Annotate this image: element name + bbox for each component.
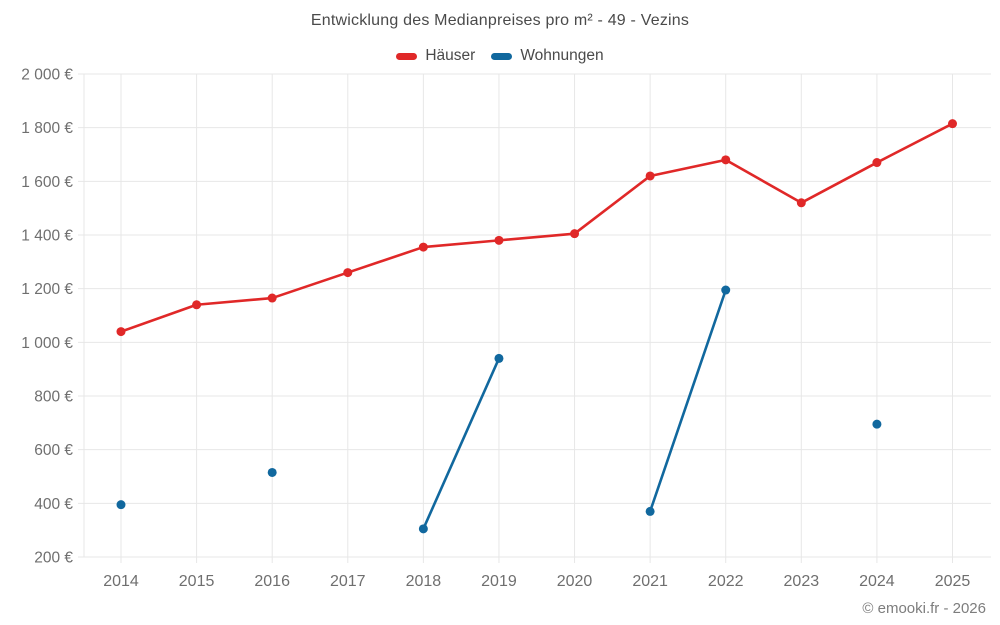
data-point-0-2018[interactable] [418, 242, 428, 252]
x-axis-tick-label: 2023 [784, 573, 820, 590]
data-point-1-2018[interactable] [418, 524, 428, 534]
data-point-0-2016[interactable] [267, 293, 277, 303]
data-point-0-2017[interactable] [343, 268, 353, 278]
x-axis-tick-label: 2020 [557, 573, 593, 590]
chart-title: Entwicklung des Medianpreises pro m² - 4… [310, 12, 690, 29]
data-point-1-2022[interactable] [721, 285, 731, 295]
y-axis-tick-label: 2 000 € [21, 67, 73, 84]
y-axis-tick-label: 200 € [34, 550, 73, 567]
data-point-0-2019[interactable] [494, 235, 504, 245]
x-axis-tick-label: 2019 [481, 573, 517, 590]
y-axis-tick-label: 1 600 € [21, 174, 73, 191]
data-point-0-2025[interactable] [948, 119, 957, 129]
data-point-0-2024[interactable] [872, 158, 882, 168]
data-point-1-2016[interactable] [267, 467, 277, 477]
data-point-1-2019[interactable] [494, 353, 504, 363]
chart-legend: Häuser Wohnungen [0, 46, 1000, 66]
haeuser-legend-swatch-icon [396, 52, 418, 60]
x-axis-tick-label: 2021 [632, 573, 668, 590]
legend-label-wohnungen: Wohnungen [520, 47, 604, 64]
data-point-0-2014[interactable] [116, 327, 126, 337]
y-axis-tick-label: 1 200 € [21, 281, 73, 298]
data-point-0-2023[interactable] [796, 198, 806, 208]
data-point-0-2022[interactable] [721, 155, 731, 165]
data-point-1-2021[interactable] [645, 506, 655, 516]
y-axis-tick-label: 1 400 € [21, 228, 73, 245]
x-axis-tick-label: 2016 [254, 573, 290, 590]
y-axis-tick-label: 1 800 € [21, 120, 73, 137]
copyright-credit: © emooki.fr - 2026 [862, 600, 986, 617]
x-axis-tick-label: 2025 [935, 573, 971, 590]
y-axis-tick-label: 1 000 € [21, 335, 73, 352]
data-point-0-2021[interactable] [645, 171, 655, 181]
x-axis-tick-label: 2015 [179, 573, 215, 590]
legend-item-haeuser[interactable]: Häuser [396, 47, 475, 65]
data-point-1-2024[interactable] [872, 419, 882, 429]
y-axis-tick-label: 600 € [34, 442, 73, 459]
data-point-0-2015[interactable] [192, 300, 202, 310]
y-axis-tick-label: 800 € [34, 389, 73, 406]
x-axis-tick-label: 2018 [406, 573, 442, 590]
legend-label-haeuser: Häuser [425, 47, 476, 64]
data-point-0-2020[interactable] [570, 229, 580, 239]
wohnungen-legend-swatch-icon [491, 52, 513, 60]
data-point-1-2014[interactable] [116, 500, 126, 510]
series-line-1 [422, 357, 501, 531]
x-axis-tick-label: 2017 [330, 573, 366, 590]
series-line-0 [119, 122, 954, 333]
legend-item-wohnungen[interactable]: Wohnungen [491, 47, 604, 65]
series-line-1 [648, 288, 728, 513]
x-axis-tick-label: 2022 [708, 573, 744, 590]
x-axis-tick-label: 2014 [103, 573, 139, 590]
y-axis-tick-label: 400 € [34, 496, 73, 513]
x-axis-tick-label: 2024 [859, 573, 895, 590]
